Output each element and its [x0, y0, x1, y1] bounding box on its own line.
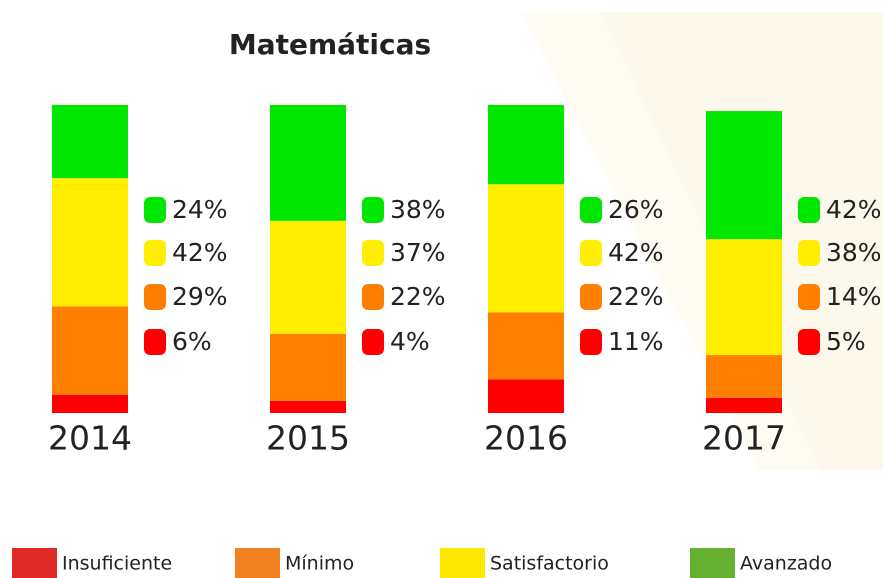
data-label: 42% — [172, 238, 228, 267]
data-label: 42% — [826, 195, 882, 224]
label-icon — [798, 197, 820, 223]
label-icon — [798, 240, 820, 266]
bar-segment — [270, 104, 346, 221]
label-icon — [144, 284, 166, 310]
label-icon — [144, 197, 166, 223]
data-label: 38% — [390, 195, 446, 224]
bar-segment — [706, 397, 782, 413]
label-icon — [580, 284, 602, 310]
bar-segment — [488, 312, 564, 380]
data-label: 6% — [172, 327, 212, 356]
label-icon — [580, 329, 602, 355]
legend-swatch — [690, 548, 735, 578]
data-label: 26% — [608, 195, 664, 224]
data-label: 4% — [390, 327, 430, 356]
x-tick-label: 2017 — [702, 419, 786, 458]
x-tick-label: 2015 — [266, 419, 350, 458]
label-icon — [580, 197, 602, 223]
legend-swatch — [12, 548, 57, 578]
legend-label: Mínimo — [285, 553, 354, 575]
label-icon — [144, 329, 166, 355]
label-icon — [580, 240, 602, 266]
bar-segment — [52, 104, 128, 179]
legend-label: Satisfactorio — [490, 553, 609, 575]
legend-label: Insuficiente — [62, 553, 172, 575]
bar-segment — [488, 104, 564, 185]
x-tick-label: 2016 — [484, 419, 568, 458]
data-label: 22% — [608, 282, 664, 311]
data-label: 5% — [826, 327, 866, 356]
data-label: 24% — [172, 195, 228, 224]
chart-title: Matemáticas — [229, 28, 431, 61]
bar-segment — [706, 111, 782, 240]
label-icon — [798, 284, 820, 310]
data-label: 29% — [172, 282, 228, 311]
data-label: 38% — [826, 238, 882, 267]
data-label: 42% — [608, 238, 664, 267]
data-label: 37% — [390, 238, 446, 267]
label-icon — [362, 197, 384, 223]
bar-segment — [488, 379, 564, 413]
bar-segment — [706, 355, 782, 398]
bar-segment — [52, 306, 128, 395]
legend-swatch — [440, 548, 485, 578]
label-icon — [144, 240, 166, 266]
bar-segment — [270, 400, 346, 413]
bar-segment — [52, 178, 128, 307]
bar-segment — [52, 394, 128, 413]
label-icon — [798, 329, 820, 355]
legend-swatch — [235, 548, 280, 578]
legend-label: Avanzado — [740, 553, 832, 575]
data-label: 14% — [826, 282, 882, 311]
bar-segment — [706, 239, 782, 356]
data-label: 11% — [608, 327, 664, 356]
bar-segment — [488, 184, 564, 313]
label-icon — [362, 329, 384, 355]
label-icon — [362, 284, 384, 310]
data-label: 22% — [390, 282, 446, 311]
label-icon — [362, 240, 384, 266]
x-tick-label: 2014 — [48, 419, 132, 458]
bar-segment — [270, 220, 346, 334]
bar-segment — [270, 333, 346, 401]
